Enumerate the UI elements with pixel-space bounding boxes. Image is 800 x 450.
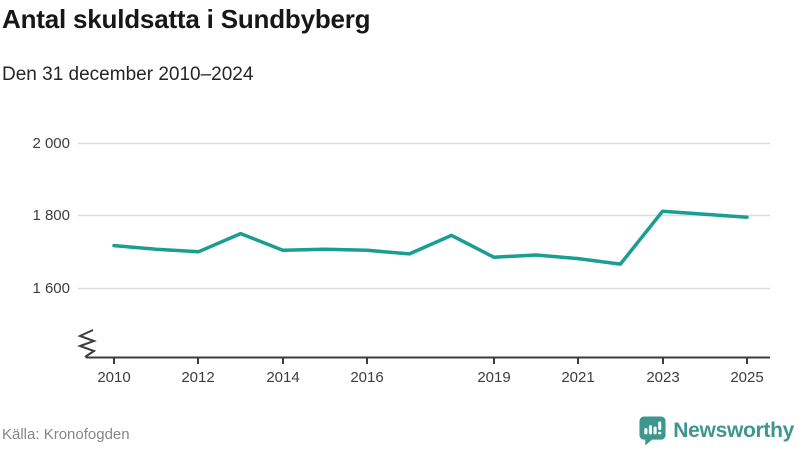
x-axis-ticks [113,357,748,364]
x-tick-label: 2025 [730,369,764,386]
bar-chart-speech-bubble-icon [639,416,666,446]
x-tick-label: 2023 [646,369,680,386]
source-note: Källa: Kronofogden [2,426,130,443]
newsworthy-logo: Newsworthy [639,415,794,447]
axis-break-icon [77,329,97,358]
page-title: Antal skuldsatta i Sundbyberg [2,4,371,34]
x-tick-label: 2014 [266,369,300,386]
x-tick-label: 2019 [477,369,511,386]
x-axis [77,329,770,364]
x-tick-label: 2016 [350,369,384,386]
x-tick-label: 2021 [561,369,595,386]
chart-subtitle: Den 31 december 2010–2024 [2,64,254,85]
gridlines [78,142,770,290]
y-tick-label: 2 000 [32,135,70,152]
y-tick-label: 1 800 [32,207,70,224]
y-tick-label: 1 600 [32,280,70,297]
brand-name: Newsworthy [673,419,794,442]
debt-line [112,209,749,266]
x-tick-label: 2010 [97,369,131,386]
x-tick-label: 2012 [181,369,215,386]
